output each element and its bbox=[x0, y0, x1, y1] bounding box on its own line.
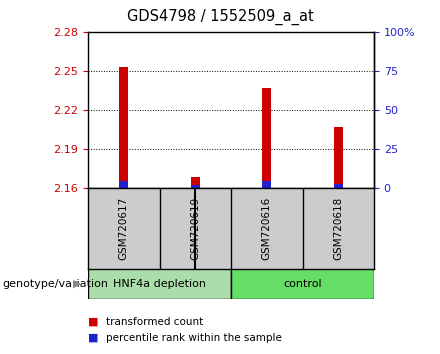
Text: percentile rank within the sample: percentile rank within the sample bbox=[106, 333, 282, 343]
Text: control: control bbox=[283, 279, 322, 289]
Bar bbox=[334, 127, 343, 188]
Text: GSM720617: GSM720617 bbox=[119, 197, 129, 260]
Bar bbox=[334, 184, 343, 188]
Bar bbox=[120, 181, 128, 188]
Bar bbox=[231, 269, 374, 299]
Text: ■: ■ bbox=[88, 317, 99, 327]
Text: HNF4a depletion: HNF4a depletion bbox=[113, 279, 206, 289]
Bar bbox=[191, 177, 200, 188]
Bar bbox=[120, 67, 128, 188]
Text: GSM720618: GSM720618 bbox=[333, 197, 343, 260]
Text: GSM720619: GSM720619 bbox=[190, 197, 200, 260]
Text: genotype/variation: genotype/variation bbox=[2, 279, 108, 289]
Text: ■: ■ bbox=[88, 333, 99, 343]
Bar bbox=[263, 88, 271, 188]
Bar bbox=[263, 181, 271, 188]
Text: ▶: ▶ bbox=[73, 279, 81, 289]
Bar bbox=[88, 269, 231, 299]
Text: GSM720616: GSM720616 bbox=[262, 197, 272, 260]
Text: GDS4798 / 1552509_a_at: GDS4798 / 1552509_a_at bbox=[127, 9, 313, 25]
Bar bbox=[191, 185, 200, 188]
Text: transformed count: transformed count bbox=[106, 317, 203, 327]
